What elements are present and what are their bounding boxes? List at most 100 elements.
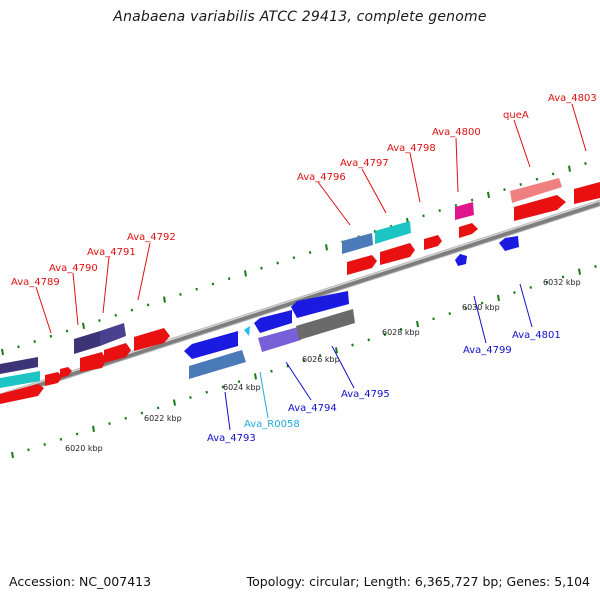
gene-label-ava-r0058[interactable]: Ava_R0058 [244, 419, 300, 430]
ruler-minor-tick [114, 313, 117, 317]
ruler-minor-tick [108, 422, 111, 426]
gene-label-ava-4791[interactable]: Ava_4791 [87, 247, 136, 258]
gene-label-ava-4793[interactable]: Ava_4793 [207, 433, 256, 444]
ruler-minor-tick [286, 364, 289, 368]
ruler-minor-tick [189, 395, 192, 399]
gene-feature[interactable] [375, 221, 411, 244]
ruler-minor-tick [480, 301, 484, 305]
ruler-minor-tick [65, 329, 69, 333]
accession-text: Accession: NC_007413 [9, 574, 152, 589]
gene-feature[interactable] [74, 331, 100, 354]
topology-text: Topology: circular; Length: 6,365,727 bp… [246, 574, 590, 589]
ruler-major-tick [11, 451, 14, 459]
ruler-major-tick [487, 191, 490, 199]
gene-feature[interactable] [347, 255, 377, 275]
ruler-minor-tick [561, 275, 565, 279]
gene-feature[interactable] [189, 350, 246, 379]
gene-feature[interactable] [0, 384, 44, 404]
gene-feature[interactable] [60, 367, 72, 378]
ruler-major-tick [254, 373, 257, 380]
ruler-minor-tick [59, 437, 63, 441]
gene-features[interactable] [0, 178, 600, 404]
gene-feature[interactable] [0, 371, 40, 388]
lower-tick-row [11, 265, 597, 459]
gene-feature[interactable] [184, 331, 238, 359]
gene-label-ava-4789[interactable]: Ava_4789 [11, 277, 60, 288]
ruler-minor-tick [519, 182, 522, 186]
ruler-minor-tick [302, 359, 306, 363]
ruler-minor-tick [270, 369, 273, 373]
ruler-minor-tick [211, 282, 215, 286]
gene-feature[interactable] [80, 352, 106, 372]
ruler-labels: 6020 kbp 6022 kbp 6024 kbp 6026 kbp 6028… [65, 278, 581, 453]
gene-feature[interactable] [514, 195, 566, 221]
ruler-minor-tick [308, 251, 312, 254]
ruler-minor-tick [124, 416, 127, 420]
gene-label-ava-4792[interactable]: Ava_4792 [127, 232, 176, 243]
ruler-tick-label: 6024 kbp [223, 383, 261, 392]
gene-feature[interactable] [134, 328, 170, 351]
gene-feature[interactable] [0, 357, 38, 374]
gene-label-ava-4799[interactable]: Ava_4799 [463, 345, 512, 356]
gene-feature[interactable] [244, 326, 250, 336]
ruler-minor-tick [17, 345, 20, 349]
gene-label-ava-4797[interactable]: Ava_4797 [340, 158, 389, 169]
ruler-major-tick [82, 322, 85, 329]
gene-label-ava-4795[interactable]: Ava_4795 [341, 389, 390, 400]
ruler-minor-tick [292, 256, 296, 260]
gene-label-ava-4796[interactable]: Ava_4796 [297, 172, 346, 183]
gene-label-ava-4790[interactable]: Ava_4790 [49, 263, 98, 274]
ruler-minor-tick [383, 333, 387, 336]
gene-label-ava-4803[interactable]: Ava_4803 [548, 93, 597, 104]
gene-feature[interactable] [455, 202, 474, 220]
ruler-major-tick [578, 268, 581, 275]
gene-feature[interactable] [459, 223, 478, 238]
ruler-minor-tick [98, 319, 101, 323]
ruler-minor-tick [503, 188, 506, 192]
gene-feature[interactable] [296, 309, 355, 340]
gene-feature[interactable] [258, 327, 301, 352]
ruler-minor-tick [422, 214, 425, 218]
ruler-major-tick [163, 296, 166, 303]
ruler-minor-tick [529, 285, 532, 289]
ruler-major-tick [92, 425, 95, 432]
ruler-major-tick [173, 399, 176, 406]
gene-label-quea[interactable]: queA [503, 110, 529, 121]
gene-label-ava-4794[interactable]: Ava_4794 [288, 403, 337, 414]
gene-feature[interactable] [104, 343, 131, 363]
ruler-tick-label: 6026 kbp [302, 355, 340, 364]
ruler-major-tick [335, 347, 338, 354]
gene-feature[interactable] [380, 243, 415, 265]
gene-feature[interactable] [291, 291, 349, 318]
ruler-major-tick [568, 165, 571, 172]
ruler-minor-tick [584, 162, 587, 165]
gene-label-ava-4801[interactable]: Ava_4801 [512, 330, 561, 341]
gene-feature[interactable] [424, 235, 442, 250]
ruler-minor-tick [260, 266, 263, 270]
ruler-tick-label: 6028 kbp [382, 328, 420, 337]
gene-label-ava-4798[interactable]: Ava_4798 [387, 143, 436, 154]
ruler-tick-label: 6032 kbp [543, 278, 581, 287]
gene-feature[interactable] [254, 310, 292, 333]
ruler-minor-tick [438, 209, 441, 213]
gene-feature[interactable] [342, 233, 373, 254]
ruler-minor-tick [454, 203, 458, 207]
ruler-minor-tick [535, 177, 539, 181]
ruler-minor-tick [49, 334, 53, 338]
ruler-minor-tick [205, 390, 208, 394]
ruler-minor-tick [33, 340, 36, 343]
ruler-minor-tick [545, 280, 549, 284]
gene-label-ava-4800[interactable]: Ava_4800 [432, 127, 481, 138]
upper-tick-row [1, 162, 587, 356]
ruler-minor-tick [179, 292, 182, 296]
ruler-tick-label: 6030 kbp [462, 303, 500, 312]
gene-labels: Ava_4789 Ava_4790 Ava_4791 Ava_4792 Ava_… [11, 93, 597, 444]
gene-feature[interactable] [574, 182, 600, 204]
ruler-minor-tick [140, 411, 144, 415]
gene-feature[interactable] [45, 372, 62, 386]
gene-feature[interactable] [100, 323, 126, 346]
gene-feature[interactable] [510, 178, 562, 203]
gene-feature[interactable] [455, 254, 467, 266]
gene-feature[interactable] [499, 236, 519, 251]
